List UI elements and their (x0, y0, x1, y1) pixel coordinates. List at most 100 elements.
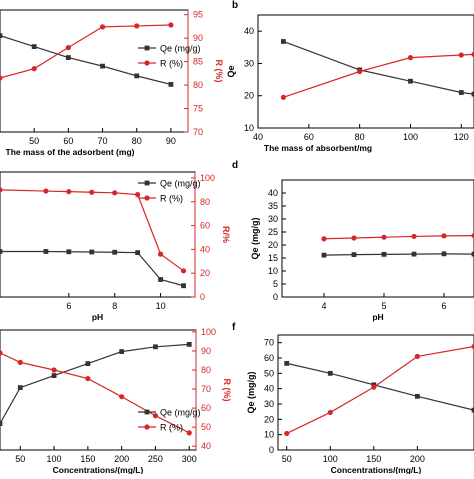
panel-label: d (232, 160, 238, 171)
y-tick-label: 20 (244, 91, 254, 101)
legend-marker-r (144, 195, 150, 201)
plot-frame (0, 9, 189, 133)
data-point-qe (66, 249, 72, 255)
data-point-qe (351, 252, 357, 258)
y-tick-label: 40 (244, 26, 254, 36)
data-point-qe (441, 251, 447, 257)
legend-marker-r (144, 60, 150, 66)
plot-area (0, 187, 187, 289)
legend: Qe (mg/g) R (%) (138, 44, 201, 69)
series-line-r (283, 53, 474, 98)
plot-frame (281, 179, 474, 298)
y2-tick-label: 90 (201, 346, 211, 356)
data-point-r (458, 52, 464, 58)
data-point-r (31, 66, 37, 72)
plot-area (0, 342, 192, 436)
series-line-qe (0, 250, 184, 287)
x-tick-label: 70 (98, 136, 108, 146)
data-point-r (441, 233, 447, 239)
x-axis-title: The mass of the adsorbent (mg) (6, 147, 135, 157)
data-point-r (17, 359, 23, 365)
x-tick-label: 90 (166, 136, 176, 146)
data-point-qe (89, 249, 95, 255)
y2-axis-title: R (%) (222, 379, 232, 402)
series-line-qe (286, 362, 474, 411)
data-point-qe (321, 252, 327, 258)
plot-frame (277, 334, 474, 451)
data-point-qe (31, 44, 37, 49)
data-point-qe (414, 393, 420, 399)
data-point-qe (408, 78, 413, 84)
y2-tick-label: 100 (200, 173, 215, 183)
y-tick-label: 5 (273, 279, 278, 289)
data-point-r (471, 343, 474, 350)
data-point-r (351, 235, 357, 241)
series-line-r (286, 345, 474, 434)
y-axis-title: Qe (mg/g) (250, 217, 260, 259)
data-point-r (414, 353, 420, 360)
y-tick-label: 40 (264, 384, 274, 394)
y2-tick-label: 0 (200, 292, 205, 302)
x-tick-label: 80 (132, 136, 142, 146)
x-tick-label: 150 (80, 454, 95, 464)
y-tick-label: 0 (269, 445, 274, 455)
y2-tick-label: 70 (201, 384, 211, 394)
y-tick-label: 20 (268, 240, 278, 250)
legend-label: R (%) (160, 423, 183, 433)
x-tick-label: 60 (304, 132, 314, 142)
y-tick-label: 50 (264, 368, 274, 378)
series-line-r (323, 235, 474, 240)
data-point-qe (51, 373, 57, 378)
data-point-r (321, 236, 327, 242)
y-tick-label: 10 (268, 266, 278, 276)
x-tick-label: 150 (366, 454, 381, 464)
series-line-r (0, 24, 171, 79)
y2-tick-label: 80 (193, 80, 203, 90)
y-tick-label: 30 (268, 214, 278, 224)
x-tick-label: 50 (15, 454, 25, 464)
data-point-r (186, 430, 192, 436)
x-tick-label: 50 (29, 136, 39, 146)
panel-label: b (232, 0, 238, 11)
y-axis-title: Qe (mg/g) (246, 371, 256, 413)
x-tick-label: 100 (47, 454, 62, 464)
data-point-qe (112, 249, 118, 255)
legend-label: R (%) (160, 59, 183, 69)
data-point-r (66, 189, 72, 195)
chart-panel-5: 50 100 150 200 250 300405060708090100Concentr… (0, 327, 232, 475)
x-tick-label: 6 (441, 301, 446, 311)
panel-label: f (232, 322, 236, 333)
x-tick-label: 5 (381, 301, 386, 311)
data-point-r (357, 68, 363, 75)
x-tick-label: 120 (454, 132, 469, 142)
legend-marker-r (144, 424, 150, 430)
data-point-qe (100, 63, 105, 69)
data-point-qe (65, 55, 71, 60)
data-point-qe (181, 283, 186, 289)
data-point-qe (168, 82, 174, 87)
x-tick-label: 100 (403, 132, 418, 142)
y2-tick-label: 20 (200, 268, 210, 278)
plot-frame (257, 14, 474, 129)
y2-tick-label: 80 (201, 365, 211, 375)
data-point-qe (0, 421, 3, 426)
data-point-r (119, 394, 125, 400)
x-tick-label: 100 (323, 454, 338, 464)
series-line-qe (323, 253, 474, 256)
data-point-r (180, 268, 187, 274)
y-tick-label: 60 (264, 353, 274, 363)
y-tick-label: 40 (268, 188, 278, 198)
x-tick-label: 300 (182, 454, 197, 464)
data-point-qe (327, 370, 333, 376)
x-axis-title: Concentrations/(mg/L) (331, 465, 422, 474)
data-point-r (280, 94, 287, 100)
data-point-r (407, 55, 414, 61)
plot-area (280, 39, 474, 100)
series-line-qe (283, 40, 474, 95)
y2-tick-label: 80 (200, 197, 210, 207)
data-point-qe (158, 277, 163, 282)
data-point-r (134, 23, 140, 29)
data-point-qe (471, 251, 474, 257)
y2-axis-title: R/% (221, 226, 231, 243)
